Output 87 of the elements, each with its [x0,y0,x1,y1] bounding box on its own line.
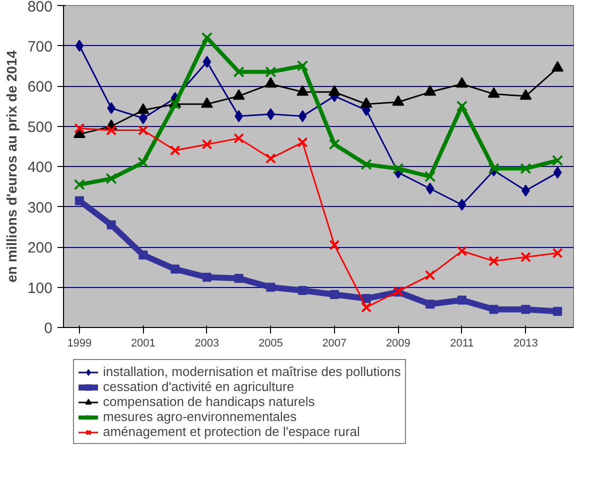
y-tick-label: 200 [27,240,53,256]
point [328,138,340,150]
point [234,133,244,144]
point [360,97,372,108]
y-tick-label: 100 [27,280,53,297]
point [426,300,435,309]
point [200,97,213,108]
point [330,290,339,299]
point [233,66,244,78]
legend-label: cessation d'activité en agriculture [103,379,294,394]
point [106,125,117,136]
legend-label: compensation de handicaps naturels [103,394,315,409]
point [297,137,308,148]
point [520,162,532,174]
x-tick-label: 2005 [258,338,283,350]
point [137,103,150,114]
point [424,170,436,182]
x-tick-label: 2001 [130,338,156,350]
point [74,196,84,206]
point [138,250,148,260]
point [106,172,117,184]
y-tick-label: 500 [27,118,53,136]
x-tick-label: 2009 [386,338,410,350]
x-tick-label: 2013 [513,338,538,350]
point [106,220,116,230]
point [328,85,340,96]
point [456,77,468,88]
point [458,198,466,211]
point [521,304,530,314]
point [552,154,564,166]
point [424,85,436,96]
point [456,246,468,256]
point [138,125,148,136]
legend-label: mesures agro-environnementales [103,409,297,424]
legend-label: installation, modernisation et maîtrise des pollutions [103,364,401,379]
point [488,87,500,98]
point [424,270,436,280]
point [296,85,309,96]
y-tick-label: 0 [44,320,52,337]
point [329,240,340,250]
y-axis-title: en millions d'euros au prix de 2014 [3,50,20,283]
point [202,139,212,150]
point [456,100,468,112]
point [234,274,244,283]
point [265,153,276,164]
point [362,294,371,304]
point [520,252,531,262]
point [202,272,212,282]
point [457,296,466,305]
point [74,123,85,134]
x-tick-label: 2003 [194,338,220,350]
point [552,61,564,72]
x-tick-label: 1999 [67,338,92,350]
point [361,302,372,313]
point [426,182,434,195]
point [553,166,562,179]
point [266,282,276,292]
y-tick-label: 800 [27,0,53,16]
point [232,89,245,100]
point [74,179,86,190]
x-tick-label: 2007 [322,338,347,350]
y-tick-label: 700 [27,38,53,56]
y-tick-label: 400 [27,159,53,176]
point [201,32,213,44]
y-tick-label: 300 [27,199,53,216]
point [170,145,180,156]
point [296,60,308,72]
point [298,110,307,122]
point [138,156,149,168]
point [170,264,180,274]
point [520,89,532,100]
point [298,286,308,295]
point [488,162,500,174]
y-tick-label: 600 [27,78,53,96]
x-tick-label: 2011 [450,338,474,350]
point [360,158,372,170]
point [553,306,562,316]
point [552,248,563,258]
point [392,162,404,174]
legend-label: aménagement et protection de l'espace rural [103,424,360,439]
point [489,304,498,314]
point [75,40,84,52]
point [488,256,500,266]
point [392,95,404,106]
point [264,77,277,88]
point [202,56,212,68]
point [265,66,276,78]
